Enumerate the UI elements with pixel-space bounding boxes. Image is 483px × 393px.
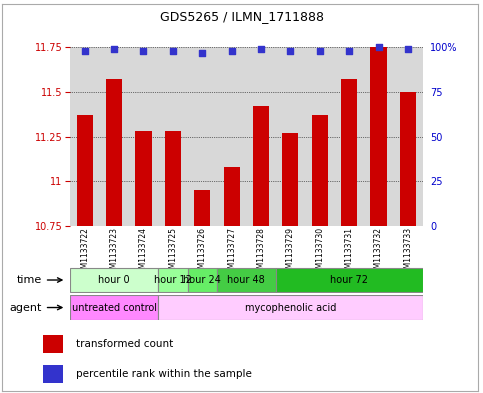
Point	[228, 48, 236, 54]
Point	[345, 48, 353, 54]
Text: hour 72: hour 72	[330, 275, 368, 285]
Bar	[158, 295, 423, 320]
Bar	[187, 268, 217, 292]
Bar	[400, 92, 416, 226]
Text: agent: agent	[10, 303, 42, 312]
Point	[81, 48, 88, 54]
Bar	[194, 190, 210, 226]
Point	[199, 50, 206, 56]
Bar	[43, 335, 63, 353]
Bar	[370, 47, 386, 226]
Point	[375, 44, 383, 50]
Text: time: time	[17, 275, 42, 285]
Point	[169, 48, 177, 54]
Point	[286, 48, 294, 54]
Bar	[106, 79, 122, 226]
Text: percentile rank within the sample: percentile rank within the sample	[75, 369, 252, 379]
Text: hour 12: hour 12	[154, 275, 192, 285]
Point	[316, 48, 324, 54]
Bar	[276, 268, 423, 292]
Point	[140, 48, 147, 54]
Point	[404, 46, 412, 52]
Bar	[77, 115, 93, 226]
Bar	[70, 268, 158, 292]
Point	[110, 46, 118, 52]
Text: hour 0: hour 0	[99, 275, 130, 285]
Text: hour 24: hour 24	[184, 275, 221, 285]
Bar	[224, 167, 240, 226]
Text: mycophenolic acid: mycophenolic acid	[245, 303, 336, 312]
Bar	[43, 365, 63, 383]
Text: hour 48: hour 48	[227, 275, 265, 285]
Bar	[158, 268, 187, 292]
Text: untreated control: untreated control	[71, 303, 156, 312]
Bar	[70, 295, 158, 320]
Bar	[283, 133, 298, 226]
Bar	[165, 131, 181, 226]
Text: GDS5265 / ILMN_1711888: GDS5265 / ILMN_1711888	[159, 10, 324, 23]
Bar	[341, 79, 357, 226]
Bar	[312, 115, 328, 226]
Point	[257, 46, 265, 52]
Bar	[135, 131, 152, 226]
Bar	[217, 268, 276, 292]
Text: transformed count: transformed count	[75, 339, 173, 349]
Bar	[253, 106, 269, 226]
